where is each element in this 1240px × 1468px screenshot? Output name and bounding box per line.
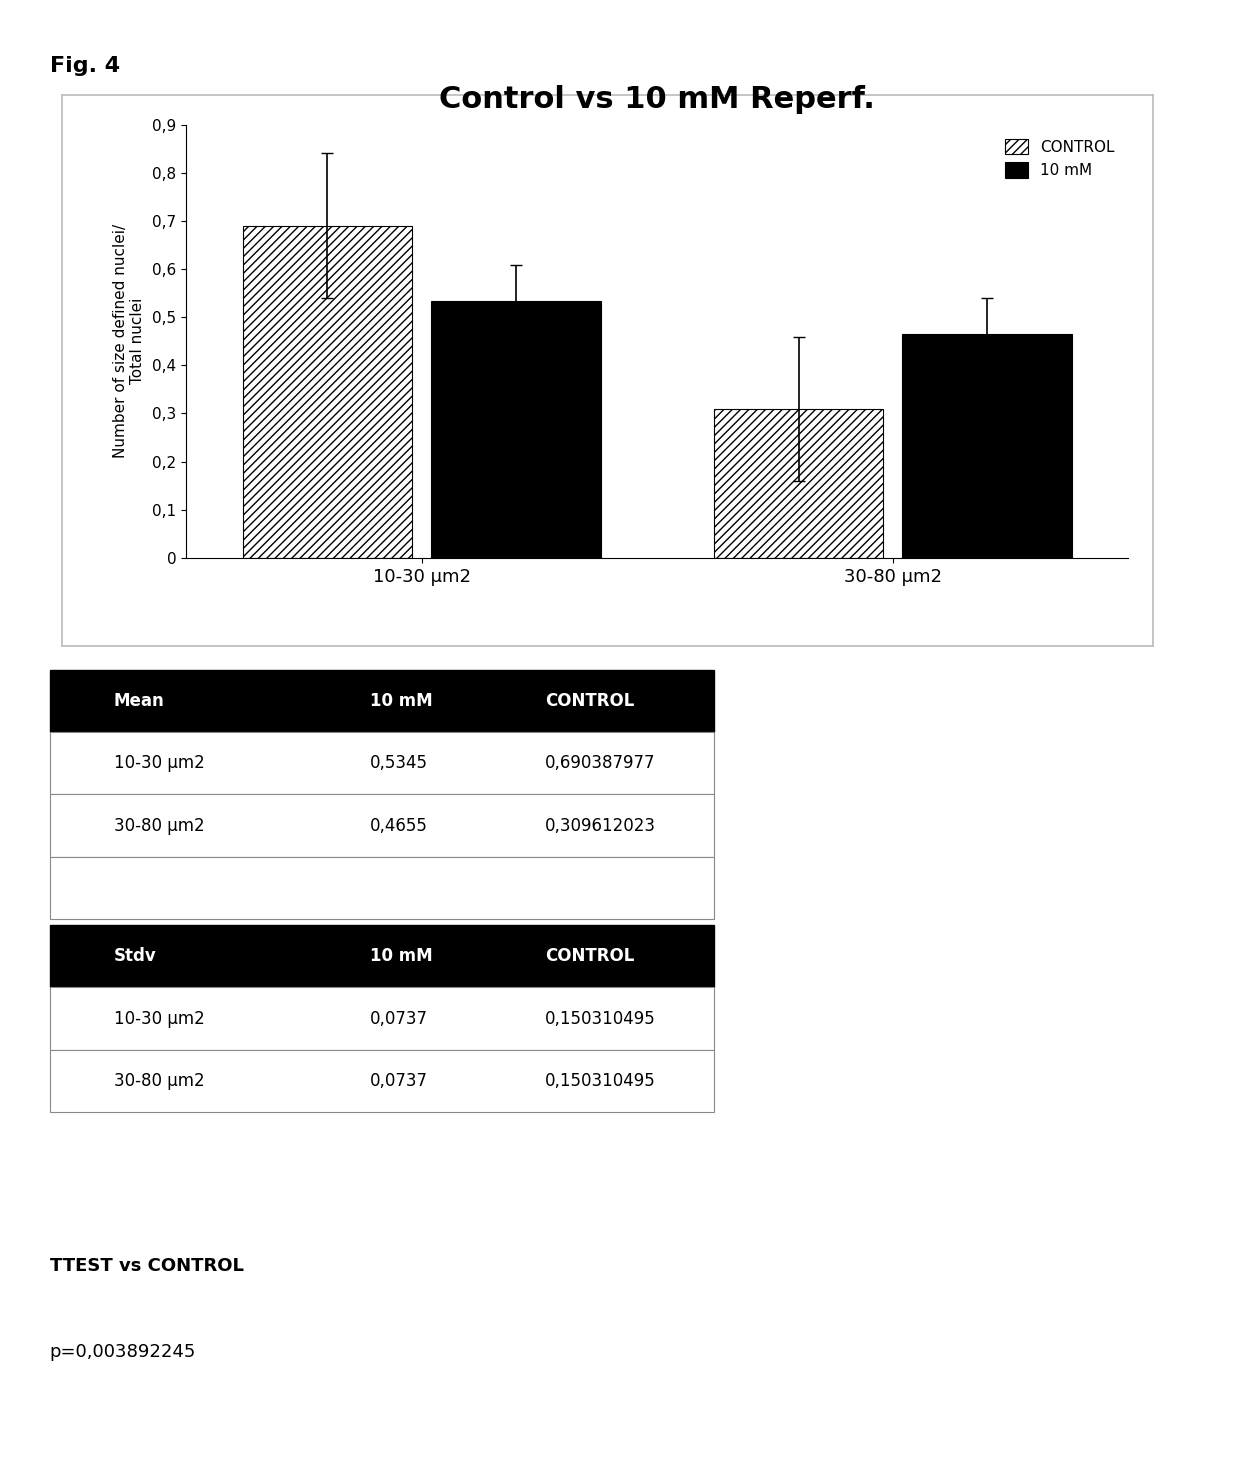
- Text: Fig. 4: Fig. 4: [50, 56, 120, 76]
- Legend: CONTROL, 10 mM: CONTROL, 10 mM: [999, 132, 1121, 185]
- Title: Control vs 10 mM Reperf.: Control vs 10 mM Reperf.: [439, 85, 875, 115]
- Text: CONTROL: CONTROL: [546, 691, 635, 711]
- Text: 10-30 μm2: 10-30 μm2: [114, 755, 205, 772]
- Text: 0,690387977: 0,690387977: [546, 755, 656, 772]
- Bar: [714, 410, 883, 558]
- Bar: [50, 925, 714, 988]
- Bar: [50, 794, 714, 857]
- Text: 0,150310495: 0,150310495: [546, 1010, 656, 1028]
- Bar: [50, 669, 714, 733]
- Text: 30-80 μm2: 30-80 μm2: [114, 1072, 205, 1091]
- Bar: [50, 733, 714, 794]
- Text: p=0,003892245: p=0,003892245: [50, 1343, 196, 1361]
- Text: 0,0737: 0,0737: [371, 1072, 428, 1091]
- Y-axis label: Number of size defined nuclei/
Total nuclei: Number of size defined nuclei/ Total nuc…: [113, 225, 145, 458]
- Text: 10 mM: 10 mM: [371, 691, 433, 711]
- Bar: [50, 857, 714, 919]
- Text: CONTROL: CONTROL: [546, 947, 635, 964]
- Text: Mean: Mean: [114, 691, 165, 711]
- Bar: [50, 988, 714, 1050]
- Text: 30-80 μm2: 30-80 μm2: [114, 816, 205, 835]
- Bar: [432, 301, 600, 558]
- Bar: [243, 226, 412, 558]
- Text: Stdv: Stdv: [114, 947, 156, 964]
- Text: 10-30 μm2: 10-30 μm2: [114, 1010, 205, 1028]
- Bar: [903, 333, 1071, 558]
- Text: 10 mM: 10 mM: [371, 947, 433, 964]
- Text: TTEST vs CONTROL: TTEST vs CONTROL: [50, 1257, 243, 1276]
- Text: 0,0737: 0,0737: [371, 1010, 428, 1028]
- Text: 0,309612023: 0,309612023: [546, 816, 656, 835]
- Text: 0,5345: 0,5345: [371, 755, 428, 772]
- Text: 0,150310495: 0,150310495: [546, 1072, 656, 1091]
- Bar: [50, 1050, 714, 1113]
- Text: 0,4655: 0,4655: [371, 816, 428, 835]
